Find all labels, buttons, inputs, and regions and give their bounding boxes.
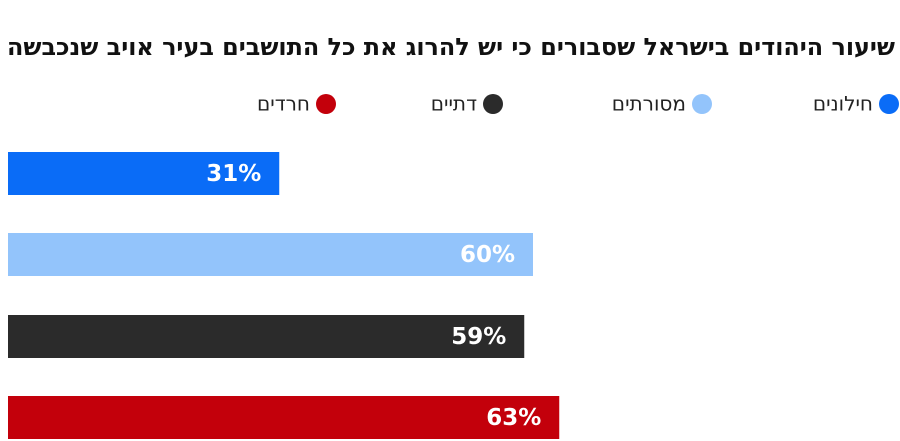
bar [8, 315, 525, 358]
legend-marker [692, 94, 712, 114]
value-label: 60% [460, 242, 515, 268]
bar [8, 233, 533, 276]
legend-label: חרדים [257, 92, 310, 116]
legend-label: מסורתים [612, 92, 686, 116]
legend-marker [316, 94, 336, 114]
chart-title: שיעור היהודים בישראל שסבורים כי יש להרוג… [7, 33, 895, 61]
legend-label: חילונים [813, 92, 873, 116]
bar [8, 396, 560, 439]
value-label: 59% [451, 324, 506, 350]
value-label: 63% [486, 405, 541, 431]
legend-marker [483, 94, 503, 114]
legend-marker [879, 94, 899, 114]
value-label: 31% [206, 161, 261, 187]
bar [8, 152, 280, 195]
legend-label: דתיים [431, 92, 477, 116]
